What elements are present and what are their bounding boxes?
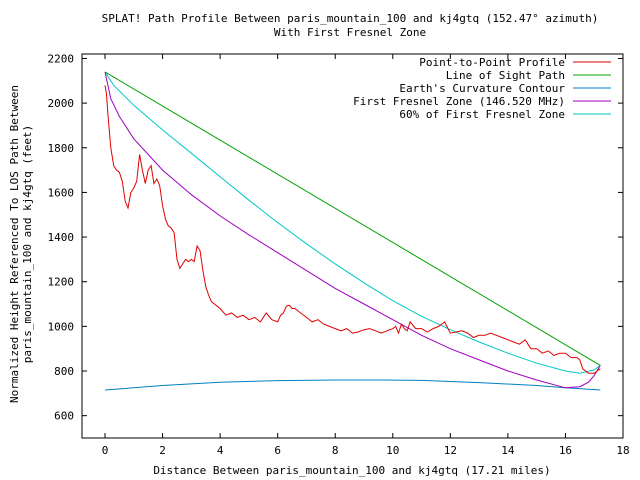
x-tick-label: 14 <box>501 444 515 457</box>
legend-label-3: First Fresnel Zone (146.520 MHz) <box>353 95 565 108</box>
y-tick-label: 800 <box>54 365 74 378</box>
series-line-2 <box>104 379 601 391</box>
y-tick-label: 1400 <box>48 231 75 244</box>
x-tick-label: 16 <box>559 444 572 457</box>
y-axis-label-line-1: Normalized Height Referenced To LOS Path… <box>8 85 21 403</box>
axis-ticks: 0 2 4 6 8 10 12 14 16 18 600 800 1000 1200 1400 1600 180… <box>48 52 630 457</box>
y-tick-label: 2200 <box>48 52 75 65</box>
chart-subtitle: With First Fresnel Zone <box>274 26 426 39</box>
series-line-3 <box>104 71 601 389</box>
y-axis-label: Normalized Height Referenced To LOS Path… <box>8 85 34 403</box>
series-lines <box>104 71 601 391</box>
y-tick-label: 1600 <box>48 186 75 199</box>
series-line-1 <box>104 71 601 366</box>
legend-label-0: Point-to-Point Profile <box>419 56 565 69</box>
y-tick-label: 1200 <box>48 276 75 289</box>
x-tick-label: 10 <box>386 444 399 457</box>
y-tick-label: 600 <box>54 410 74 423</box>
series-line-0 <box>104 85 601 374</box>
x-tick-label: 12 <box>444 444 457 457</box>
y-axis-label-line-2: paris_mountain_100 and kj4gtq (feet) <box>21 125 34 363</box>
x-tick-label: 6 <box>274 444 281 457</box>
x-axis-label: Distance Between paris_mountain_100 and … <box>153 464 550 477</box>
plot-frame <box>81 53 624 439</box>
x-tick-label: 18 <box>616 444 629 457</box>
legend-label-2: Earth's Curvature Contour <box>399 82 565 95</box>
legend-label-4: 60% of First Fresnel Zone <box>399 108 565 121</box>
x-tick-label: 2 <box>159 444 166 457</box>
chart-title: SPLAT! Path Profile Between paris_mounta… <box>102 12 599 25</box>
y-tick-label: 1000 <box>48 320 75 333</box>
series-line-4 <box>104 71 601 374</box>
legend-label-1: Line of Sight Path <box>446 69 565 82</box>
x-tick-label: 0 <box>102 444 109 457</box>
x-tick-label: 8 <box>332 444 339 457</box>
y-tick-label: 1800 <box>48 142 75 155</box>
y-tick-label: 2000 <box>48 97 75 110</box>
x-tick-label: 4 <box>217 444 224 457</box>
